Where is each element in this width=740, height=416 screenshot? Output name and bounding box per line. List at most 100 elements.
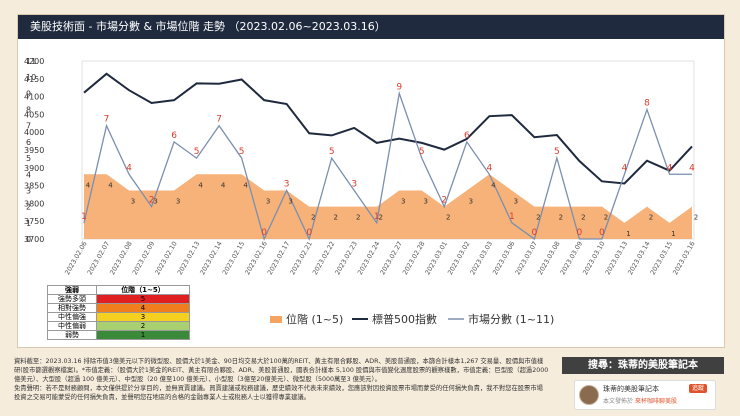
score-label: 6 bbox=[464, 131, 470, 141]
score-label: 0 bbox=[577, 228, 583, 238]
x-tick-label: 2023.03.03 bbox=[469, 240, 495, 276]
disclaimer-text: 免責聲明：若不是財務顧問，本文僅供提於分享目的，並無買賣建議。買賣建議或稅務建議… bbox=[14, 385, 543, 401]
right-axis-tick: 8 bbox=[26, 106, 31, 115]
level-label: 3 bbox=[266, 197, 270, 205]
right-axis-tick: 2 bbox=[26, 203, 31, 212]
level-label: 1 bbox=[671, 230, 675, 238]
score-label: 5 bbox=[329, 147, 335, 157]
x-tick-label: 2023.02.10 bbox=[153, 240, 179, 276]
x-tick-label: 2023.02.17 bbox=[266, 240, 292, 276]
level-label: 2 bbox=[311, 214, 315, 222]
level-label: 3 bbox=[424, 197, 428, 205]
left-axis-tick: 3800 bbox=[24, 199, 44, 208]
x-tick-label: 2023.03.01 bbox=[423, 240, 449, 276]
level-table-header-strength: 強弱 bbox=[47, 285, 97, 295]
promo-search-title: 搜尋：珠蒂的美股筆記本 bbox=[562, 357, 724, 374]
level-label: 3 bbox=[401, 197, 405, 205]
score-label: 4 bbox=[689, 163, 695, 173]
market-score-line bbox=[83, 90, 692, 241]
score-label: 5 bbox=[554, 147, 560, 157]
x-tick-label: 2023.02.07 bbox=[86, 240, 112, 276]
left-axis-tick: 4200 bbox=[24, 57, 44, 66]
level-label: 4 bbox=[491, 181, 496, 189]
legend-label-score: 市場分數 (1~11) bbox=[468, 312, 554, 326]
left-axis-tick: 4150 bbox=[24, 75, 44, 84]
promo-profile-card[interactable]: 珠蒂的美股筆記本 追蹤 本文發佈於 來杯咖啡聊美股 bbox=[574, 380, 716, 410]
score-label: 5 bbox=[194, 147, 200, 157]
x-tick-label: 2023.02.06 bbox=[63, 240, 89, 276]
score-label: 4 bbox=[622, 163, 628, 173]
profile-subtitle-link[interactable]: 來杯咖啡聊美股 bbox=[634, 398, 677, 405]
profile-subtitle-prefix: 本文發佈於 bbox=[603, 398, 634, 405]
right-axis-tick: 11 bbox=[26, 57, 36, 66]
notes-text: 資料截至：2023.03.16 排除市值3億美元以下的微型股、股價大於1美金、9… bbox=[14, 358, 549, 383]
x-tick-label: 2023.02.09 bbox=[131, 240, 157, 276]
level-label: 3 bbox=[514, 197, 518, 205]
score-label: 4 bbox=[486, 163, 492, 173]
x-tick-label: 2023.02.24 bbox=[356, 240, 382, 276]
level-table-label: 強勢多頭 bbox=[47, 294, 97, 304]
score-label: 5 bbox=[239, 147, 245, 157]
left-axis-tick: 4100 bbox=[24, 93, 44, 102]
right-axis-tick: 9 bbox=[26, 89, 31, 98]
level-label: 2 bbox=[649, 214, 653, 222]
x-tick-label: 2023.03.16 bbox=[671, 240, 697, 276]
right-axis-tick: 1 bbox=[26, 219, 31, 228]
x-tick-label: 2023.03.06 bbox=[491, 240, 517, 276]
profile-name: 珠蒂的美股筆記本 bbox=[603, 385, 659, 393]
x-tick-label: 2023.03.13 bbox=[604, 240, 630, 276]
score-label: 0 bbox=[532, 228, 538, 238]
data-notes: 資料截至：2023.03.16 排除市值3億美元以下的微型股、股價大於1美金、9… bbox=[14, 357, 549, 402]
score-label: 7 bbox=[216, 115, 222, 125]
score-label: 3 bbox=[351, 179, 357, 189]
right-axis-tick: 6 bbox=[26, 138, 31, 147]
legend-label-sp500: 標普500指數 bbox=[372, 312, 437, 326]
level-label: 2 bbox=[446, 214, 450, 222]
x-tick-label: 2023.03.07 bbox=[514, 240, 540, 276]
follow-button[interactable]: 追蹤 bbox=[689, 384, 708, 393]
level-label: 2 bbox=[379, 214, 383, 222]
level-legend-table: 強弱 位階（1~5） 強勢多頭 5 相對強勢 4 中性偏強 3 中性偏弱 2 弱… bbox=[47, 285, 190, 340]
level-table-header-level: 位階（1~5） bbox=[96, 285, 190, 295]
legend-label-level: 位階 (1~5) bbox=[286, 312, 343, 326]
score-label: 0 bbox=[261, 228, 267, 238]
x-tick-label: 2023.02.13 bbox=[176, 240, 202, 276]
score-label: 5 bbox=[419, 147, 425, 157]
x-tick-label: 2023.02.15 bbox=[221, 240, 247, 276]
promo-panel: 搜尋：珠蒂的美股筆記本 珠蒂的美股筆記本 追蹤 本文發佈於 來杯咖啡聊美股 bbox=[562, 357, 724, 410]
level-label: 3 bbox=[153, 197, 157, 205]
legend-swatch-level bbox=[270, 316, 282, 323]
score-label: 7 bbox=[104, 115, 110, 125]
score-label: 2 bbox=[149, 196, 155, 206]
right-axis-tick: 4 bbox=[26, 170, 31, 179]
level-table-value: 1 bbox=[96, 330, 190, 340]
x-tick-label: 2023.02.22 bbox=[311, 240, 337, 276]
level-label: 3 bbox=[131, 197, 135, 205]
level-table-value: 5 bbox=[96, 294, 190, 304]
level-table-label: 弱勢 bbox=[47, 330, 97, 340]
score-label: 2 bbox=[441, 196, 447, 206]
combo-chart: 3700375038003850390039504000405041004150… bbox=[24, 57, 698, 326]
level-label: 2 bbox=[694, 214, 698, 222]
left-axis-tick: 3900 bbox=[24, 164, 44, 173]
x-tick-label: 2023.02.23 bbox=[333, 240, 359, 276]
level-label: 2 bbox=[356, 214, 360, 222]
level-area bbox=[84, 174, 692, 239]
score-label: 1 bbox=[509, 212, 515, 222]
x-tick-label: 2023.03.02 bbox=[446, 240, 472, 276]
level-label: 4 bbox=[243, 181, 248, 189]
chart-title: 美股技術面 - 市場分數 & 市場位階 走勢 （2023.02.06~2023.… bbox=[18, 15, 724, 39]
level-label: 2 bbox=[333, 214, 337, 222]
left-axis-tick: 3700 bbox=[24, 235, 44, 244]
level-label: 1 bbox=[626, 230, 630, 238]
level-table-label: 中性偏強 bbox=[47, 312, 97, 322]
right-axis-tick: 7 bbox=[26, 122, 31, 131]
score-label: 0 bbox=[599, 228, 605, 238]
level-label: 4 bbox=[108, 181, 113, 189]
score-label: 9 bbox=[396, 82, 402, 92]
score-label: 1 bbox=[81, 212, 87, 222]
score-label: 8 bbox=[644, 99, 650, 109]
x-tick-label: 2023.02.21 bbox=[288, 240, 314, 276]
level-table-value: 4 bbox=[96, 303, 190, 313]
left-axis-tick: 4000 bbox=[24, 128, 44, 137]
